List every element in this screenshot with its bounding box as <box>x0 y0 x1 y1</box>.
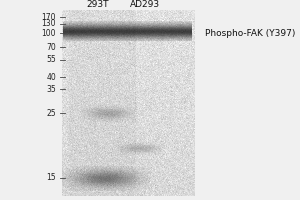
Text: 35: 35 <box>46 84 56 94</box>
Text: 55: 55 <box>46 55 56 64</box>
Text: 130: 130 <box>41 20 56 28</box>
Text: 293T: 293T <box>87 0 109 9</box>
Text: 25: 25 <box>46 108 56 117</box>
Text: 70: 70 <box>46 43 56 51</box>
Text: Phospho-FAK (Y397): Phospho-FAK (Y397) <box>205 28 296 38</box>
Text: 100: 100 <box>41 28 56 38</box>
Text: 15: 15 <box>46 173 56 182</box>
Text: 40: 40 <box>46 72 56 82</box>
Text: AD293: AD293 <box>130 0 160 9</box>
Text: 170: 170 <box>41 12 56 21</box>
